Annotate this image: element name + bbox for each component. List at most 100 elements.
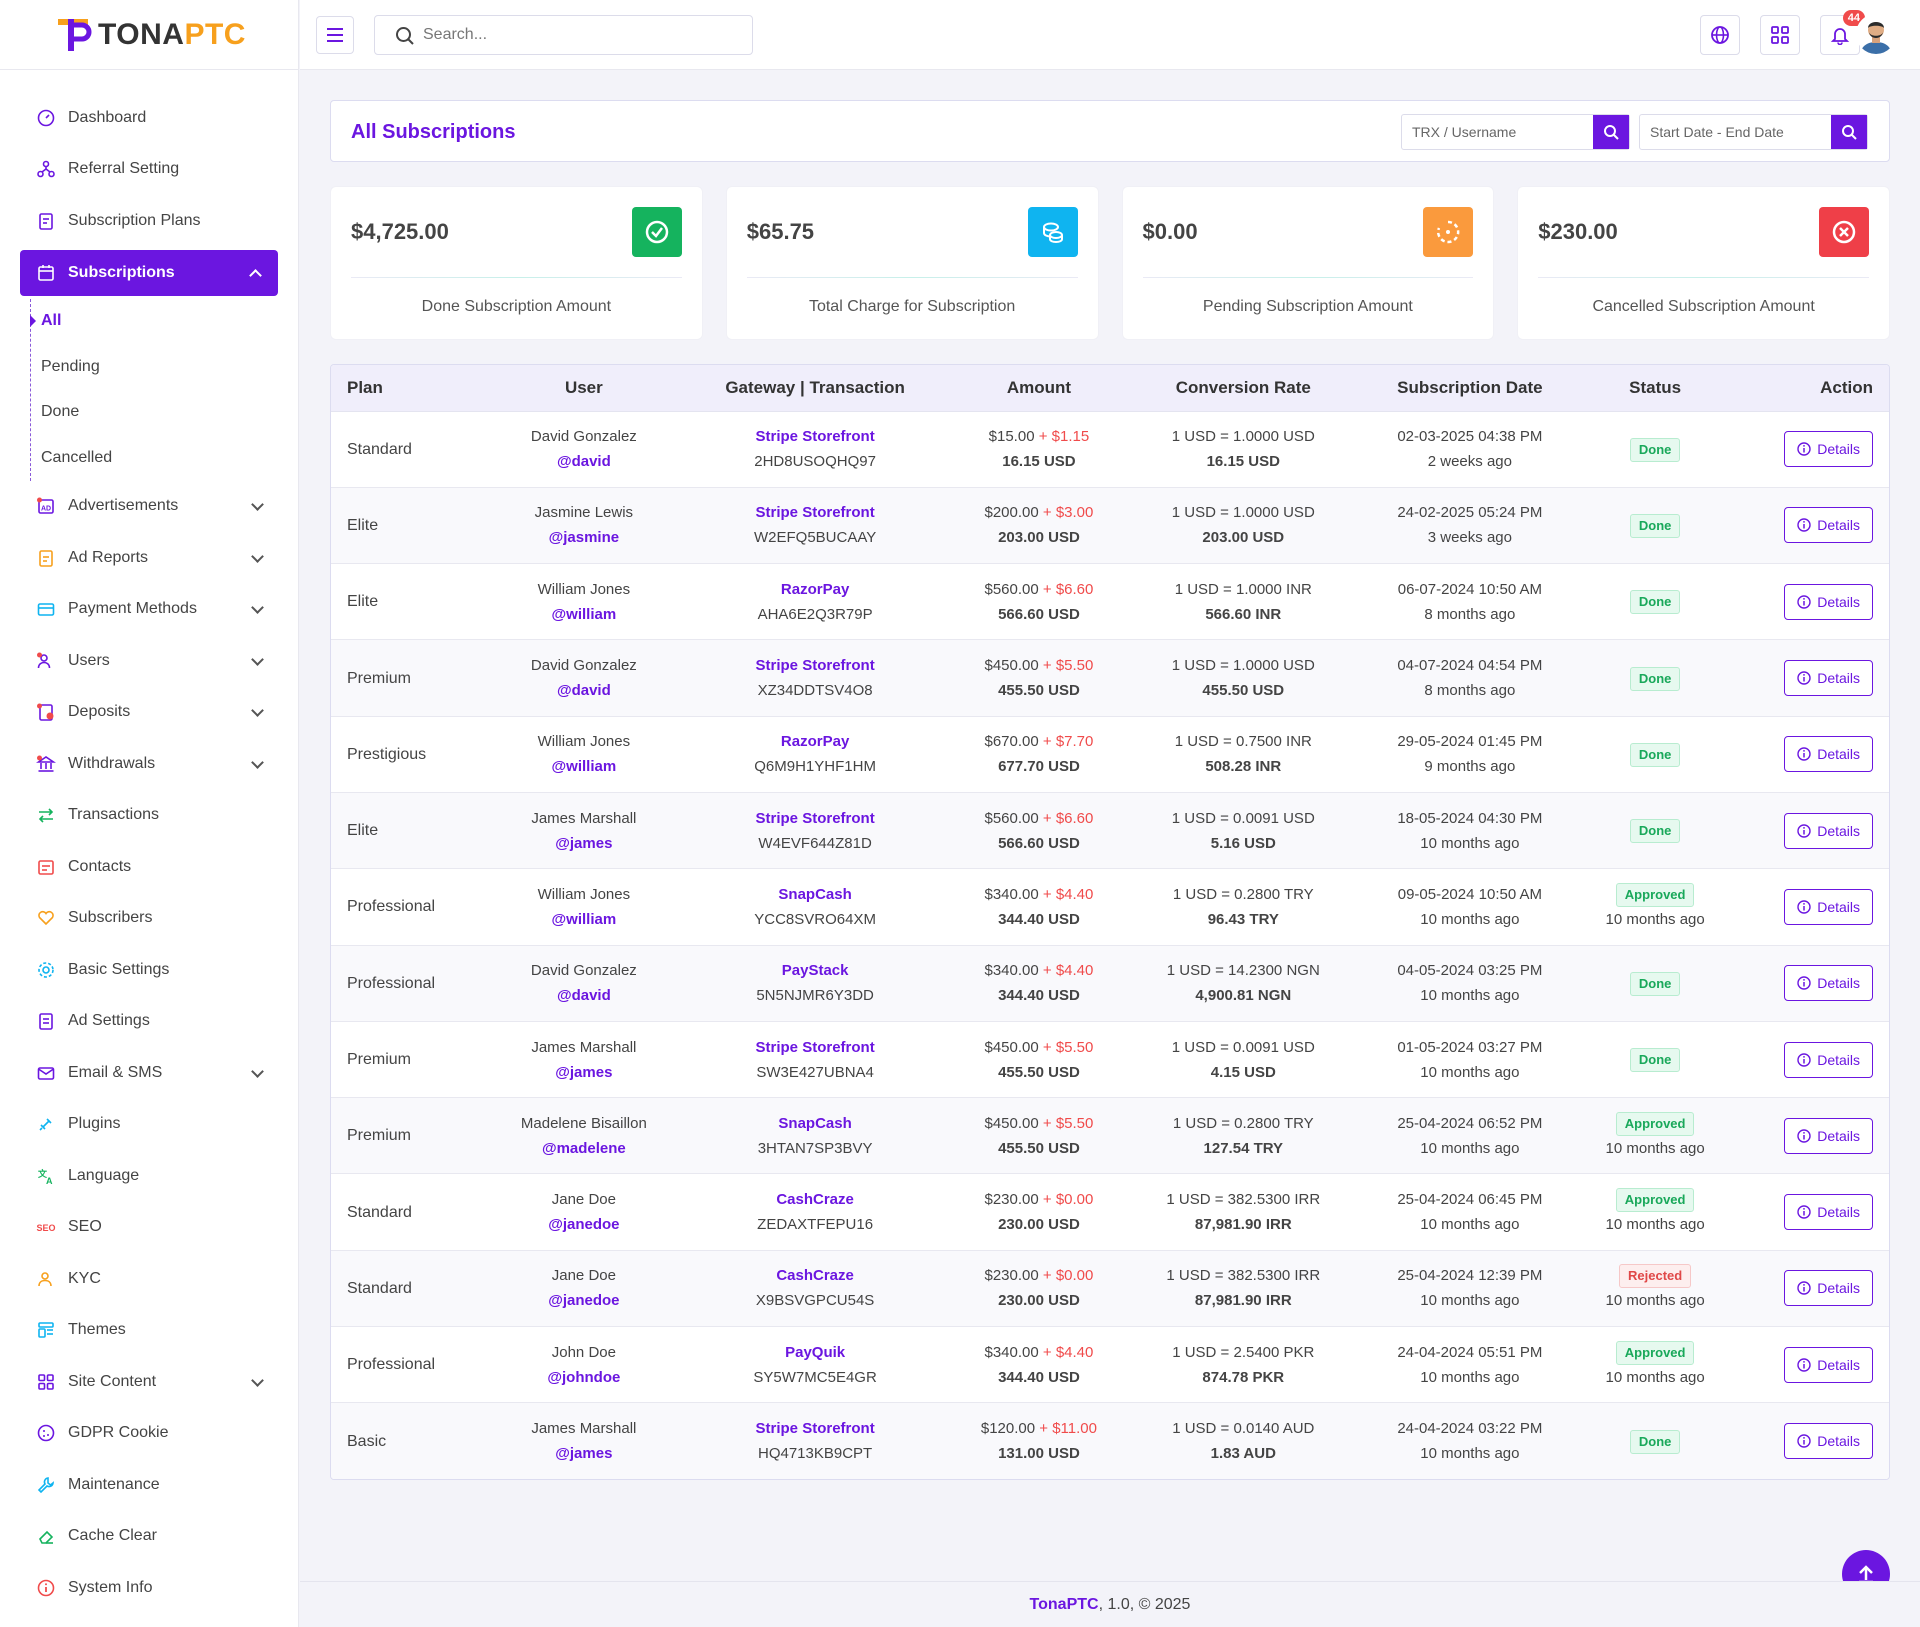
card-label: Pending Subscription Amount	[1202, 298, 1413, 315]
charge-value: $7.70	[1055, 733, 1094, 751]
user-handle-link[interactable]: @david	[556, 453, 611, 471]
subscription-date: 25-04-2024 06:45 PM	[1397, 1191, 1543, 1209]
sidebar-item-seo[interactable]: SEO SEO	[0, 1202, 298, 1254]
notifications-button[interactable]: 44	[1820, 10, 1865, 55]
sidebar-item-subscription-plans[interactable]: Subscription Plans	[0, 195, 298, 247]
details-button[interactable]: Details	[1784, 1346, 1873, 1383]
trx-username-input[interactable]	[1402, 115, 1593, 149]
sidebar-item-contacts[interactable]: Contacts	[0, 841, 298, 893]
submenu-item-cancelled[interactable]: Cancelled	[41, 448, 113, 466]
details-button[interactable]: Details	[1784, 1194, 1873, 1231]
sidebar-item-cache-clear[interactable]: Cache Clear	[0, 1511, 298, 1563]
details-button[interactable]: Details	[1784, 965, 1873, 1002]
submenu-item-pending[interactable]: Pending	[41, 357, 100, 375]
status-badge: Approved	[1615, 1340, 1695, 1365]
bell-icon	[1830, 28, 1850, 45]
user-handle-link[interactable]: @jasmine	[548, 529, 620, 547]
details-button[interactable]: Details	[1784, 1270, 1873, 1307]
converted-amount: 87,981.90 IRR	[1194, 1292, 1292, 1310]
total-value: 230.00 USD	[998, 1216, 1080, 1234]
sidebar-item-ad-reports[interactable]: Ad Reports	[0, 532, 298, 584]
user-handle-link[interactable]: @william	[551, 605, 617, 623]
user-handle-link[interactable]: @janedoe	[548, 1216, 620, 1234]
details-button[interactable]: Details	[1784, 1041, 1873, 1078]
subscription-date: 04-05-2024 03:25 PM	[1397, 962, 1543, 980]
user-handle-link[interactable]: @william	[551, 758, 617, 776]
avatar[interactable]	[1856, 14, 1896, 54]
deposit-icon	[36, 702, 56, 722]
amount-value: $230.00	[984, 1267, 1039, 1285]
gateway-name: Stripe Storefront	[755, 1038, 875, 1056]
charge-value: $0.00	[1055, 1267, 1094, 1285]
hamburger-button[interactable]	[316, 16, 354, 54]
apps-button[interactable]	[1760, 15, 1800, 55]
user-handle-link[interactable]: @james	[555, 1063, 613, 1081]
details-button[interactable]: Details	[1784, 888, 1873, 925]
sidebar-item-referral-setting[interactable]: Referral Setting	[0, 144, 298, 196]
converted-amount: 455.50 USD	[1202, 682, 1285, 700]
logo[interactable]: TONAPTC	[0, 0, 298, 70]
card-label: Cancelled Subscription Amount	[1592, 298, 1815, 315]
date-cell: 25-04-2024 06:45 PM 10 months ago	[1359, 1173, 1580, 1251]
sidebar-item-payment-methods[interactable]: Payment Methods	[0, 584, 298, 636]
user-handle-link[interactable]: @johndoe	[547, 1368, 621, 1386]
status-relative: 10 months ago	[1605, 1216, 1705, 1234]
submenu-item-all[interactable]: All	[41, 299, 298, 345]
search-input[interactable]	[423, 26, 723, 44]
details-button[interactable]: Details	[1784, 1423, 1873, 1460]
sidebar-item-themes[interactable]: Themes	[0, 1305, 298, 1357]
gateway-cell: Stripe Storefront 2HD8USOQHQ97	[679, 411, 952, 488]
report-icon	[36, 548, 56, 568]
details-button[interactable]: Details	[1784, 431, 1873, 468]
sidebar-item-subscribers[interactable]: Subscribers	[0, 893, 298, 945]
user-handle-link[interactable]: @david	[556, 682, 611, 700]
sidebar-item-transactions[interactable]: Transactions	[0, 790, 298, 842]
sidebar-item-email-sms[interactable]: Email & SMS	[0, 1047, 298, 1099]
date-search-button[interactable]	[1831, 115, 1867, 149]
action-cell: Details	[1730, 1250, 1889, 1328]
sidebar-item-language[interactable]: 文 A Language	[0, 1150, 298, 1202]
user-handle-link[interactable]: @madelene	[541, 1139, 626, 1157]
topbar: 44	[300, 0, 1920, 70]
submenu-item-done[interactable]: Done	[41, 403, 80, 421]
details-button[interactable]: Details	[1784, 583, 1873, 620]
details-label: Details	[1817, 822, 1860, 839]
converted-amount: 4.15 USD	[1210, 1063, 1276, 1081]
sidebar-item-kyc[interactable]: KYC	[0, 1253, 298, 1305]
user-handle-link[interactable]: @james	[555, 834, 613, 852]
user-handle-link[interactable]: @william	[551, 910, 617, 928]
sidebar-item-users[interactable]: Users	[0, 635, 298, 687]
details-button[interactable]: Details	[1784, 660, 1873, 697]
sidebar-item-deposits[interactable]: Deposits	[0, 687, 298, 739]
info-icon	[1797, 1434, 1811, 1448]
status-cell: Done	[1580, 1021, 1731, 1099]
details-button[interactable]: Details	[1784, 812, 1873, 849]
total-value: 344.40 USD	[998, 910, 1080, 928]
sidebar-item-ad-settings[interactable]: Ad Settings	[0, 996, 298, 1048]
seo-icon: SEO	[36, 1217, 56, 1237]
details-button[interactable]: Details	[1784, 1117, 1873, 1154]
sidebar-item-withdrawals[interactable]: Withdrawals	[0, 738, 298, 790]
user-handle-link[interactable]: @james	[555, 1445, 613, 1463]
sidebar-item-gdpr-cookie[interactable]: GDPR Cookie	[0, 1408, 298, 1460]
sidebar-item-basic-settings[interactable]: Basic Settings	[0, 944, 298, 996]
plan-cell: Professional	[331, 868, 489, 946]
trx-search-button[interactable]	[1593, 115, 1629, 149]
action-cell: Details	[1730, 1402, 1889, 1480]
sidebar-item-dashboard[interactable]: Dashboard	[0, 92, 298, 144]
details-button[interactable]: Details	[1784, 507, 1873, 544]
user-handle-link[interactable]: @david	[556, 987, 611, 1005]
card-amount: $4,725.00	[351, 219, 449, 244]
language-button[interactable]	[1700, 15, 1740, 55]
sidebar-item-site-content[interactable]: Site Content	[0, 1356, 298, 1408]
sidebar-item-plugins[interactable]: Plugins	[0, 1099, 298, 1151]
footer-brand-link[interactable]: TonaPTC	[1029, 1596, 1099, 1613]
sidebar-item-advertisements[interactable]: AD Advertisements	[0, 481, 298, 533]
details-button[interactable]: Details	[1784, 736, 1873, 773]
date-range-input[interactable]	[1640, 115, 1831, 149]
sidebar-item-system-info[interactable]: System Info	[0, 1562, 298, 1614]
user-handle-link[interactable]: @janedoe	[548, 1292, 620, 1310]
sidebar-item-subscriptions[interactable]: Subscriptions	[20, 249, 278, 296]
status-badge: Approved	[1615, 882, 1695, 907]
sidebar-item-maintenance[interactable]: Maintenance	[0, 1459, 298, 1511]
